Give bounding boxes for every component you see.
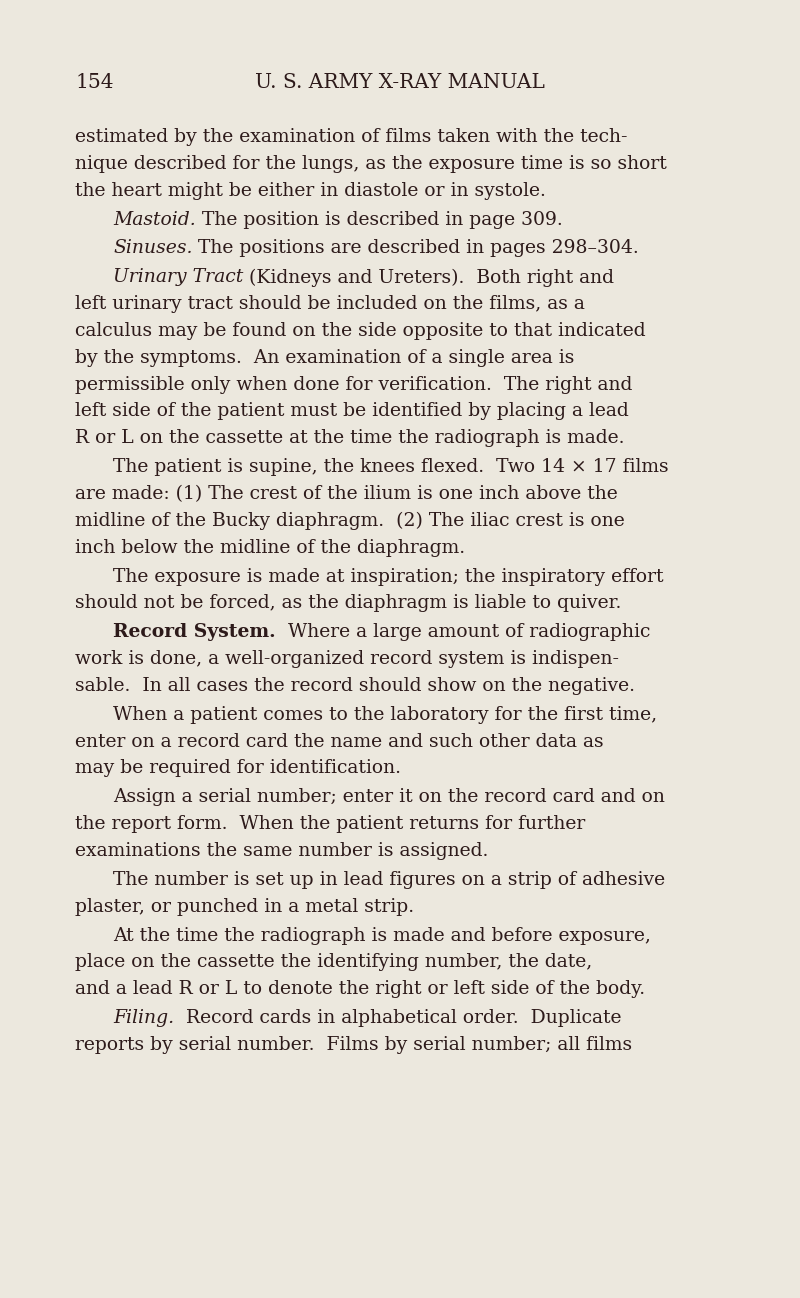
Text: 154: 154 [75, 73, 114, 92]
Text: The positions are described in pages 298–304.: The positions are described in pages 298… [193, 240, 639, 257]
Text: U. S. ARMY X-RAY MANUAL: U. S. ARMY X-RAY MANUAL [255, 73, 545, 92]
Text: by the symptoms.  An examination of a single area is: by the symptoms. An examination of a sin… [75, 349, 574, 367]
Text: The number is set up in lead figures on a strip of adhesive: The number is set up in lead figures on … [113, 871, 665, 889]
Text: Sinuses.: Sinuses. [113, 240, 193, 257]
Text: calculus may be found on the side opposite to that indicated: calculus may be found on the side opposi… [75, 322, 646, 340]
Text: estimated by the examination of films taken with the tech-: estimated by the examination of films ta… [75, 129, 627, 145]
Text: The patient is supine, the knees flexed.  Two 14 × 17 films: The patient is supine, the knees flexed.… [113, 458, 669, 476]
Text: Record cards in alphabetical order.  Duplicate: Record cards in alphabetical order. Dupl… [174, 1009, 622, 1027]
Text: inch below the midline of the diaphragm.: inch below the midline of the diaphragm. [75, 539, 465, 557]
Text: The position is described in page 309.: The position is described in page 309. [196, 210, 562, 228]
Text: the heart might be either in diastole or in systole.: the heart might be either in diastole or… [75, 182, 546, 200]
Text: the report form.  When the patient returns for further: the report form. When the patient return… [75, 815, 586, 833]
Text: work is done, a well-organized record system is indispen-: work is done, a well-organized record sy… [75, 650, 619, 668]
Text: Record System.: Record System. [113, 623, 276, 641]
Text: left side of the patient must be identified by placing a lead: left side of the patient must be identif… [75, 402, 629, 421]
Text: midline of the Bucky diaphragm.  (2) The iliac crest is one: midline of the Bucky diaphragm. (2) The … [75, 511, 625, 530]
Text: sable.  In all cases the record should show on the negative.: sable. In all cases the record should sh… [75, 676, 635, 694]
Text: nique described for the lungs, as the exposure time is so short: nique described for the lungs, as the ex… [75, 154, 666, 173]
Text: Where a large amount of radiographic: Where a large amount of radiographic [276, 623, 650, 641]
Text: may be required for identification.: may be required for identification. [75, 759, 401, 778]
Text: At the time the radiograph is made and before exposure,: At the time the radiograph is made and b… [113, 927, 651, 945]
Text: reports by serial number.  Films by serial number; all films: reports by serial number. Films by seria… [75, 1036, 632, 1054]
Text: The exposure is made at inspiration; the inspiratory effort: The exposure is made at inspiration; the… [113, 567, 663, 585]
Text: enter on a record card the name and such other data as: enter on a record card the name and such… [75, 732, 604, 750]
Text: (Kidneys and Ureters).  Both right and: (Kidneys and Ureters). Both right and [243, 269, 614, 287]
Text: examinations the same number is assigned.: examinations the same number is assigned… [75, 842, 488, 861]
Text: should not be forced, as the diaphragm is liable to quiver.: should not be forced, as the diaphragm i… [75, 594, 622, 613]
Text: plaster, or punched in a metal strip.: plaster, or punched in a metal strip. [75, 898, 414, 915]
Text: Urinary Tract: Urinary Tract [113, 269, 243, 287]
Text: When a patient comes to the laboratory for the first time,: When a patient comes to the laboratory f… [113, 706, 657, 724]
Text: Assign a serial number; enter it on the record card and on: Assign a serial number; enter it on the … [113, 788, 665, 806]
Text: place on the cassette the identifying number, the date,: place on the cassette the identifying nu… [75, 954, 592, 971]
Text: and a lead R or L to denote the right or left side of the body.: and a lead R or L to denote the right or… [75, 980, 645, 998]
Text: Filing.: Filing. [113, 1009, 174, 1027]
Text: are made: (1) The crest of the ilium is one inch above the: are made: (1) The crest of the ilium is … [75, 485, 618, 504]
Text: left urinary tract should be included on the films, as a: left urinary tract should be included on… [75, 295, 585, 313]
Text: R or L on the cassette at the time the radiograph is made.: R or L on the cassette at the time the r… [75, 430, 625, 448]
Text: Mastoid.: Mastoid. [113, 210, 196, 228]
Text: permissible only when done for verification.  The right and: permissible only when done for verificat… [75, 375, 632, 393]
